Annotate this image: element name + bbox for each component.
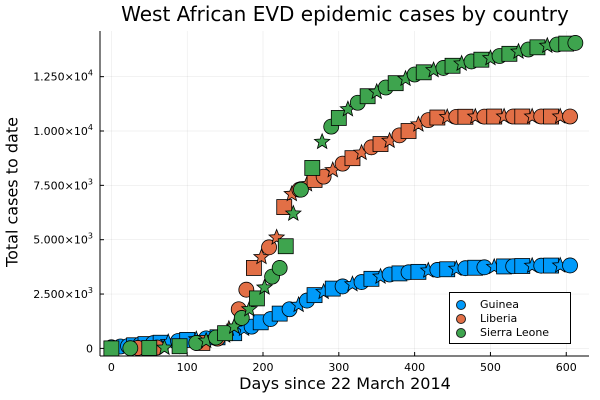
data-point-sierra-leone — [271, 260, 288, 276]
data-point-sierra-leone — [103, 340, 120, 357]
x-tick-label: 500 — [480, 361, 501, 374]
data-point-guinea — [562, 257, 578, 274]
data-point-liberia — [344, 150, 361, 167]
data-point-sierra-leone — [415, 64, 432, 81]
data-point-sierra-leone — [122, 340, 139, 357]
y-tick-label: 0 — [86, 342, 93, 355]
legend: Guinea Liberia Sierra Leone — [449, 292, 571, 344]
x-tick-label: 300 — [328, 361, 349, 374]
data-point-sierra-leone — [141, 340, 158, 356]
legend-swatch-liberia — [456, 313, 466, 324]
legend-item-sierra-leone: Sierra Leone — [456, 326, 549, 339]
data-point-sierra-leone — [277, 238, 294, 255]
data-point-sierra-leone — [255, 278, 274, 295]
y-tick-label: 1.250×104 — [33, 69, 93, 84]
x-tick-label: 400 — [404, 361, 425, 374]
y-tick-label: 7.500×103 — [33, 177, 93, 192]
data-point-sierra-leone — [567, 35, 584, 51]
data-point-sierra-leone — [249, 290, 265, 307]
y-tick-label: 5.000×103 — [33, 232, 93, 247]
y-tick-label: 1.000×104 — [33, 123, 93, 138]
legend-item-liberia: Liberia — [456, 312, 517, 325]
x-tick-label: 0 — [108, 361, 115, 374]
legend-swatch-sierra-leone — [456, 327, 466, 338]
data-point-guinea — [334, 278, 351, 295]
data-point-sierra-leone — [330, 110, 347, 126]
x-tick-label: 100 — [177, 361, 198, 374]
legend-label-guinea: Guinea — [480, 298, 520, 311]
data-point-liberia — [268, 228, 286, 245]
legend-swatch-guinea — [456, 299, 466, 310]
data-point-liberia — [246, 260, 262, 276]
data-point-liberia — [400, 123, 417, 139]
legend-label-sierra-leone: Sierra Leone — [480, 326, 550, 339]
x-axis-label: Days since 22 March 2014 — [239, 374, 451, 393]
y-axis-label: Total cases to date — [2, 117, 22, 267]
data-point-sierra-leone — [284, 204, 302, 221]
data-point-sierra-leone — [155, 338, 174, 356]
data-point-sierra-leone — [304, 160, 321, 176]
data-point-sierra-leone — [293, 181, 309, 198]
y-tick-label: 2.500×103 — [33, 286, 93, 301]
x-tick-label: 200 — [253, 361, 274, 374]
chart-title: West African EVD epidemic cases by count… — [121, 2, 569, 26]
x-tick-label: 600 — [556, 361, 577, 374]
data-point-sierra-leone — [240, 300, 258, 317]
legend-label-liberia: Liberia — [480, 312, 518, 325]
data-point-sierra-leone — [313, 132, 331, 150]
data-point-sierra-leone — [217, 325, 233, 342]
data-point-sierra-leone — [171, 338, 188, 355]
data-point-sierra-leone — [188, 335, 205, 351]
data-point-liberia — [562, 108, 578, 125]
legend-item-guinea: Guinea — [456, 298, 519, 311]
